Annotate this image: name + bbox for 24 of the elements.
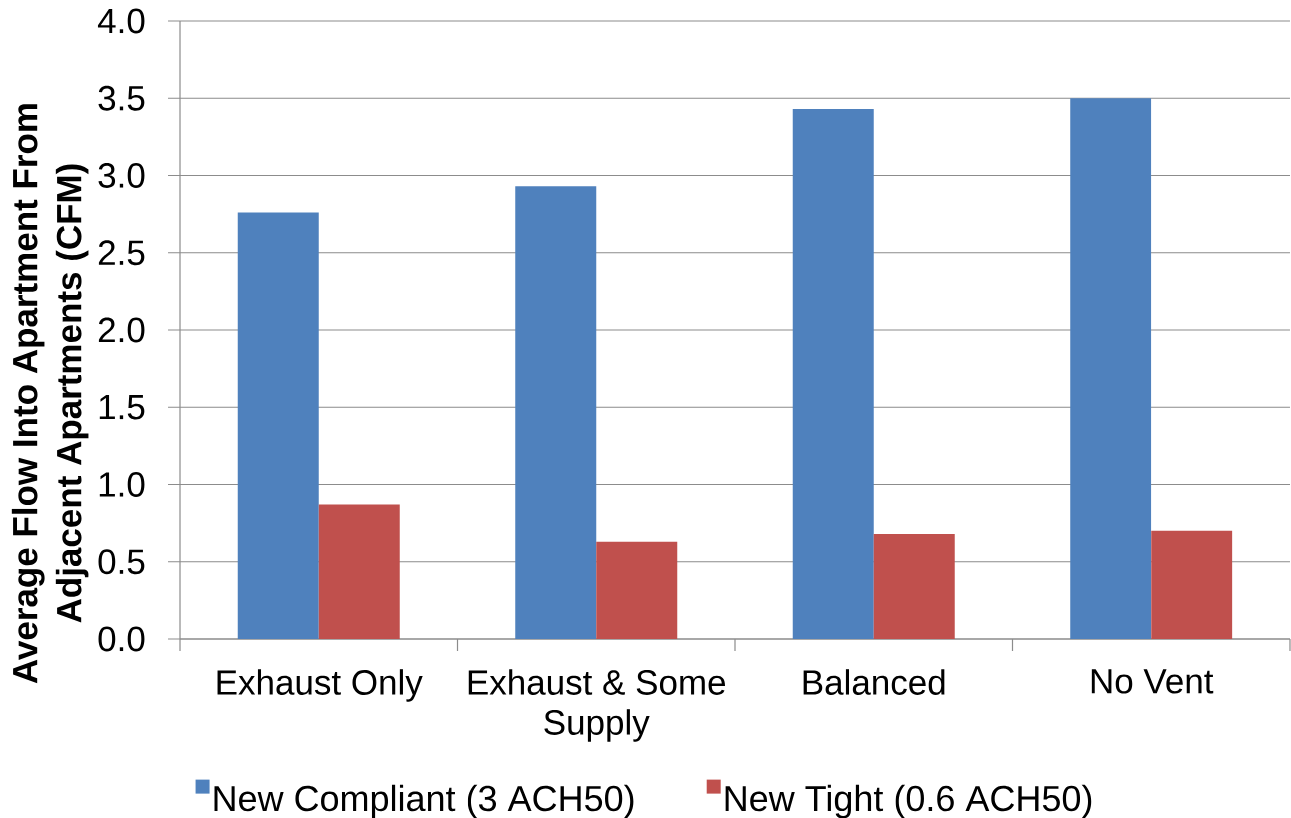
bar [1070,98,1152,639]
y-tick-label: 1.5 [99,395,145,420]
x-tick-label: Balanced [803,669,945,695]
y-tick-label: 2.0 [98,317,145,343]
y-tick-label: 0.0 [98,626,145,652]
bar [1151,530,1233,639]
bar [873,533,955,639]
bar [515,186,597,639]
y-tick-label: 3.5 [98,85,145,111]
x-tick-label: Exhaust Only [217,669,423,702]
x-tick-label: Exhaust & Some Supply [468,669,725,742]
y-tick-label: 3.0 [98,163,145,188]
y-tick-label: 1.0 [99,472,145,497]
bar [318,504,400,639]
y-tick-label: 2.5 [98,240,145,266]
y-tick-label: 0.5 [98,549,145,575]
bar [596,541,678,639]
legend-label: New Tight (0.6 ACH50) [725,784,1092,818]
bar [237,212,319,639]
y-tick-label: 4.0 [97,8,145,34]
x-tick-label: No Vent [1091,669,1214,694]
bar [792,109,874,639]
legend-label: New Compliant (3 ACH50) [214,784,634,818]
y-axis-title: Average Flow Into Apartment From Adjacent Apartments (CFM) [11,104,89,684]
